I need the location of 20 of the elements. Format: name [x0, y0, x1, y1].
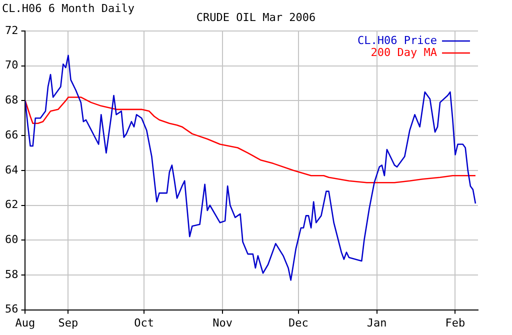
x-tick-label: Feb	[445, 316, 466, 330]
y-tick-label: 68	[4, 94, 18, 107]
legend-label: 200 Day MA	[370, 46, 438, 59]
x-tick-label: Oct	[134, 316, 154, 330]
x-tick-label: Jan	[366, 316, 387, 330]
x-tick-label: Dec	[288, 316, 308, 330]
y-tick-label: 70	[4, 58, 18, 72]
legend-label: CL.H06 Price	[358, 34, 437, 47]
x-tick-label: Aug	[15, 316, 36, 330]
y-tick-label: 64	[4, 163, 19, 176]
chart-subtitle: CL.H06 6 Month Daily	[2, 2, 134, 15]
chart-title: CRUDE OIL Mar 2006	[196, 11, 316, 24]
y-tick-label: 58	[4, 268, 18, 281]
y-tick-label: 60	[4, 232, 18, 246]
x-tick-label: Sep	[58, 316, 78, 330]
y-tick-label: 56	[4, 302, 18, 316]
y-tick-label: 66	[4, 128, 18, 142]
y-tick-label: 62	[4, 198, 18, 212]
y-tick-label: 72	[4, 24, 18, 37]
x-tick-label: Nov	[212, 316, 233, 330]
